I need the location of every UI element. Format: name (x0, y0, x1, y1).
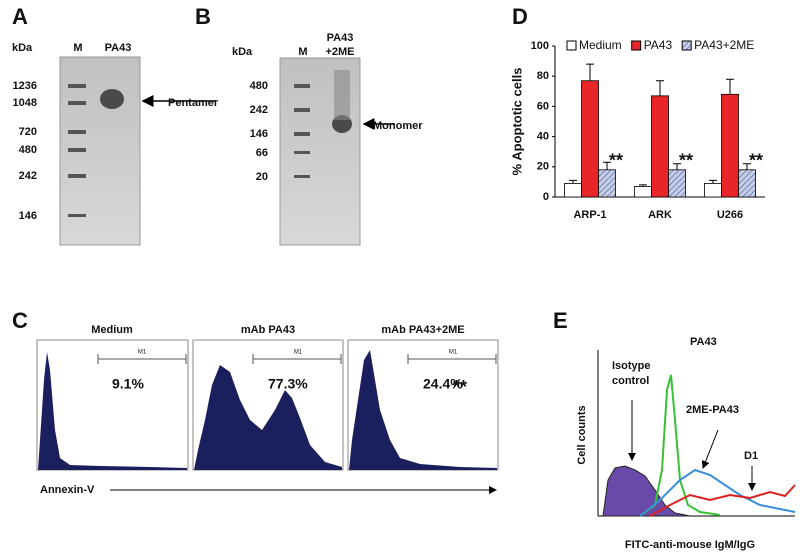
error-bar (673, 163, 681, 170)
bar (581, 80, 599, 198)
gate-label: M1 (138, 350, 147, 356)
unit-label: kDa (232, 46, 253, 58)
unit-label: kDa (12, 42, 33, 54)
x-tick-label: ARP-1 (573, 209, 606, 221)
lane-label: M (73, 42, 82, 54)
bar (651, 95, 669, 198)
error-bar (656, 80, 664, 96)
percent: 24.4% (423, 376, 463, 392)
flow-panels (36, 339, 499, 471)
significance: ** (679, 151, 693, 171)
panel-label: A (12, 4, 28, 29)
significance: ** (609, 151, 623, 171)
marker-label: 480 (19, 144, 37, 156)
legend-swatch (631, 40, 642, 51)
marker-labels: 480 242 146 66 20 (250, 80, 268, 183)
marker-label: 1048 (13, 97, 37, 109)
error-bar (639, 184, 647, 187)
lane-label: PA43 (105, 42, 132, 54)
legend-swatch (566, 40, 577, 51)
error-bar (603, 161, 611, 170)
y-tick-label: 0 (543, 191, 549, 203)
bar-chart: D 0 20 40 60 80 100 % Apoptotic cells ARP-1 ** ARK… (509, 4, 765, 221)
marker-label: 66 (256, 147, 268, 159)
gate-label: M1 (449, 350, 458, 356)
legend-label: Medium (579, 38, 622, 52)
panel-label: D (512, 4, 528, 29)
curve-label: D1 (744, 450, 758, 462)
marker-label: 1236 (13, 80, 37, 92)
curve-label: 2ME-PA43 (686, 404, 739, 416)
y-tick-label: 60 (537, 100, 549, 112)
plot-title: mAb PA43+2ME (381, 324, 464, 336)
error-bar (586, 63, 594, 81)
lane-label: PA43 (327, 32, 354, 44)
bar (721, 93, 739, 198)
annotation: Monomer (373, 120, 423, 132)
y-axis-label: % Apoptotic cells (509, 68, 524, 176)
marker-label: 720 (19, 126, 37, 138)
significance: ** (453, 377, 467, 397)
legend-label: PA43+2ME (694, 38, 754, 52)
bar (704, 183, 722, 198)
legend-label: PA43 (644, 38, 673, 52)
percent: 9.1% (112, 376, 144, 392)
annotation: Pentamer (168, 97, 219, 109)
x-tick-label: U266 (717, 209, 743, 221)
panel-label: C (12, 308, 28, 333)
overlay-histogram (597, 350, 796, 517)
error-bar (743, 163, 751, 170)
gel-bands (68, 84, 124, 217)
marker-label: 146 (250, 128, 268, 140)
error-bar (569, 179, 577, 184)
y-tick-label: 80 (537, 70, 549, 82)
axis-label: Cell counts (576, 405, 588, 464)
y-tick-label: 100 (531, 40, 549, 52)
gate-label: M1 (294, 350, 303, 356)
marker-label: 242 (250, 104, 268, 116)
percent: 77.3% (268, 376, 308, 392)
curve-label: Isotype (612, 360, 651, 372)
error-bar (709, 179, 717, 184)
marker-label: 242 (19, 170, 37, 182)
curve-label: PA43 (690, 336, 717, 348)
significance: ** (749, 151, 763, 171)
plot-title: Medium (91, 324, 133, 336)
y-tick-label: 40 (537, 131, 549, 143)
y-tick-label: 20 (537, 161, 549, 173)
legend-swatch (681, 40, 692, 51)
marker-label: 480 (250, 80, 268, 92)
bar (738, 169, 756, 198)
axis-label: Annexin-V (40, 484, 95, 496)
marker-labels: 1236 1048 720 480 242 146 (13, 80, 37, 222)
bar (564, 183, 582, 198)
bar (634, 186, 652, 198)
panel-label: E (553, 308, 568, 333)
lane-label: M (298, 46, 307, 58)
x-tick-label: ARK (648, 209, 672, 221)
flow-labels: Medium M1 9.1% mAb PA43 M1 77.3% mAb PA43+2ME M… (91, 324, 467, 397)
panel-label: B (195, 4, 211, 29)
bar (598, 169, 616, 198)
error-bar (726, 78, 734, 95)
marker-label: 20 (256, 171, 268, 183)
axis-label: FITC-anti-mouse IgM/IgG (625, 539, 755, 551)
bar (668, 169, 686, 198)
marker-label: 146 (19, 210, 37, 222)
lane-label: +2ME (325, 46, 354, 58)
gel-bands (294, 70, 352, 178)
curve-label: control (612, 375, 649, 387)
plot-title: mAb PA43 (241, 324, 295, 336)
